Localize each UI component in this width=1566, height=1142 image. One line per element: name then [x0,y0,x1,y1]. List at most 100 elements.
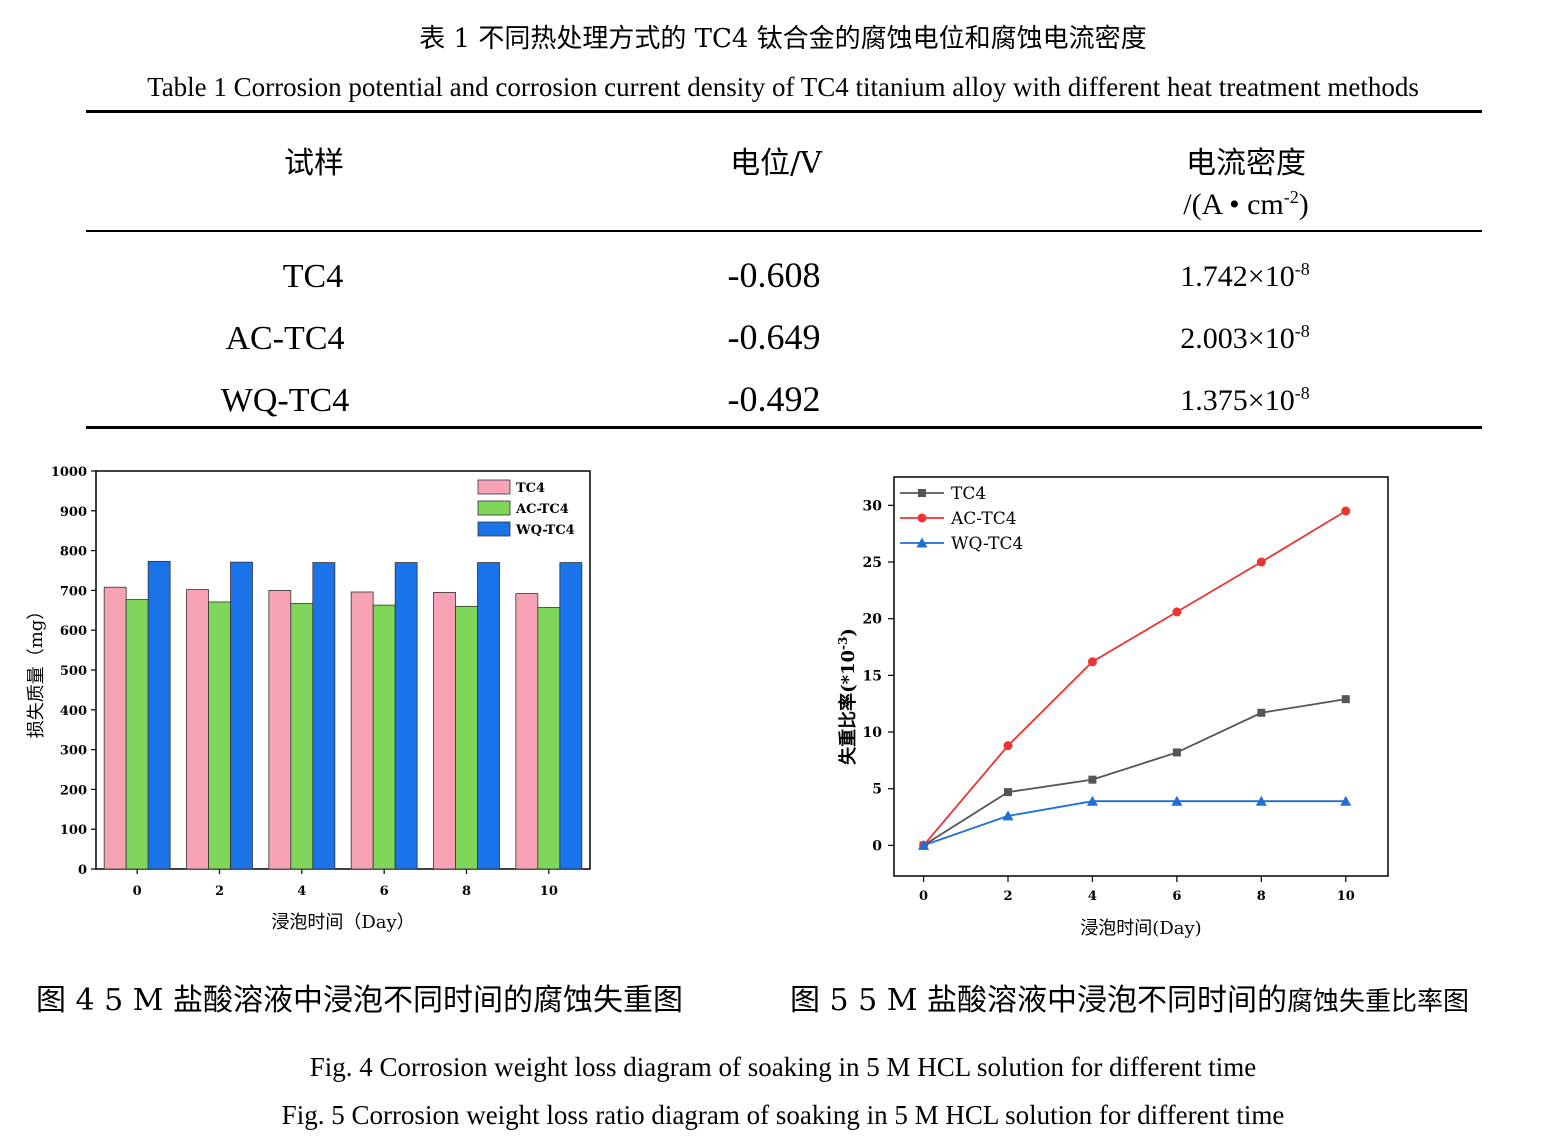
line-point-tc4-day-4 [1088,775,1097,784]
bar-ac-tc4-day-6 [372,604,396,870]
bar-ac-tc4-day-2 [208,601,231,870]
line-legend-marker-wq-tc4 [916,537,928,548]
bar-ac-tc4-day-8 [455,605,478,870]
table-top-rule [86,110,1482,113]
bar-y-tick-label: 300 [60,744,87,759]
bar-wq-tc4-day-8 [477,562,500,870]
line-legend-marker-ac-tc4 [917,513,927,523]
line-point-tc4-day-8 [1257,708,1266,717]
row-wq-tc4-current: 1.375×10-8 [1180,383,1310,417]
figure5-caption-cn: 图 5 5 M 盐酸溶液中浸泡不同时间的腐蚀失重比率图 [790,983,1470,1018]
header-sample: 试样 [284,146,344,181]
line-y-tick-label: 5 [872,782,882,798]
row-ac-tc4-potential: -0.649 [727,317,821,357]
bar-y-tick-label: 700 [60,584,87,599]
bar-y-tick-label: 0 [78,863,87,878]
line-point-ac-tc4-day-4 [1087,657,1097,667]
bar-wq-tc4-day-4 [312,562,336,870]
table-caption-en: Table 1 Corrosion potential and corrosio… [147,72,1419,102]
bar-ac-tc4-day-0 [125,599,149,870]
bar-ac-tc4-day-10 [537,607,561,870]
line-point-wq-tc4-day-10 [1340,795,1352,806]
line-y-tick-label: 15 [863,668,882,684]
line-x-tick-label: 2 [1003,889,1012,904]
row-tc4-current: 1.742×10-8 [1180,259,1310,293]
bar-legend-swatch-tc4 [477,479,511,495]
line-point-tc4-day-6 [1172,748,1181,757]
header-current: 电流密度 [1186,146,1306,181]
weight-loss-bar-chart: 0 100 200 300 400 500 600 700 800 900 1000 0 2 4 6 8 10 T… [26,465,591,933]
bar-y-tick-label: 600 [60,624,87,639]
bar-x-tick-label: 8 [462,884,471,899]
line-point-ac-tc4-day-6 [1172,607,1182,617]
line-legend-label-tc4: TC4 [951,484,986,504]
line-plot-frame [893,476,1389,877]
bar-tc4-day-6 [350,591,374,870]
line-point-ac-tc4-day-8 [1256,557,1266,567]
line-y-tick-label: 20 [863,612,883,628]
header-potential: 电位/V [730,146,822,181]
row-wq-tc4-potential: -0.492 [727,379,821,419]
line-point-wq-tc4-day-0 [918,839,930,850]
bar-tc4-day-2 [186,589,209,870]
line-legend-label-ac-tc4: AC-TC4 [950,509,1017,529]
line-series-ac-tc4 [922,510,1347,846]
bar-x-tick-label: 2 [215,884,224,899]
bar-wq-tc4-day-0 [147,560,171,870]
bar-x-tick-label: 4 [297,884,306,899]
weight-loss-ratio-line-chart: 0 5 10 15 20 25 30 0 2 4 6 8 10 TC4 AC-TC4 WQ-TC4 浸泡时间(D… [836,476,1389,939]
bar-y-tick-label: 900 [60,505,87,520]
bar-ac-tc4-day-4 [290,603,314,870]
line-series-wq-tc4 [923,800,1346,847]
line-point-wq-tc4-day-2 [1002,810,1014,821]
line-series-tc4 [923,698,1346,847]
bar-legend-label-tc4: TC4 [516,481,545,496]
line-x-tick-label: 4 [1088,889,1097,904]
figure4-caption-cn: 图 4 5 M 盐酸溶液中浸泡不同时间的腐蚀失重图 [36,983,684,1018]
row-ac-tc4-current: 2.003×10-8 [1180,321,1310,355]
figure5-caption-en: Fig. 5 Corrosion weight loss ratio diagr… [281,1100,1285,1130]
bar-y-tick-label: 400 [60,704,87,719]
line-point-ac-tc4-day-2 [1003,741,1013,751]
line-legend-marker-tc4 [918,489,926,497]
bar-wq-tc4-day-10 [559,562,583,870]
table-caption-cn: 表 1 不同热处理方式的 TC4 钛合金的腐蚀电位和腐蚀电流密度 [419,24,1147,54]
bar-tc4-day-4 [268,589,292,870]
bar-tc4-day-0 [103,586,127,870]
table-bottom-rule [86,426,1482,429]
bar-legend-label-ac-tc4: AC-TC4 [515,502,569,517]
line-point-tc4-day-2 [1004,788,1012,797]
bar-y-tick-label: 200 [60,783,87,798]
bar-wq-tc4-day-2 [230,561,253,870]
line-x-tick-label: 8 [1257,889,1266,904]
line-point-wq-tc4-day-4 [1086,795,1098,806]
header-current-unit: /(A • cm-2) [1183,187,1309,221]
bar-x-axis-label: 浸泡时间（Day） [271,912,414,933]
line-point-wq-tc4-day-8 [1255,795,1267,806]
line-point-ac-tc4-day-10 [1341,506,1351,516]
line-point-tc4-day-10 [1341,695,1350,704]
figure4-caption-en: Fig. 4 Corrosion weight loss diagram of … [309,1052,1257,1082]
row-wq-tc4-sample: WQ-TC4 [220,382,350,419]
line-y-tick-label: 0 [872,838,882,854]
bar-x-tick-label: 10 [540,884,558,899]
row-ac-tc4-sample: AC-TC4 [225,320,345,357]
row-tc4-potential: -0.608 [727,255,821,295]
bar-tc4-day-10 [515,593,539,870]
line-x-tick-label: 6 [1172,889,1181,904]
line-x-tick-label: 10 [1337,889,1355,904]
line-x-axis-label: 浸泡时间(Day) [1080,918,1201,939]
row-tc4-sample: TC4 [282,258,344,295]
bar-y-tick-label: 100 [60,823,87,838]
line-y-tick-label: 25 [863,555,882,571]
bar-x-tick-label: 0 [133,884,142,899]
bar-y-tick-label: 500 [60,664,87,679]
line-legend-label-wq-tc4: WQ-TC4 [951,534,1023,554]
line-y-tick-label: 10 [863,725,883,741]
bar-x-tick-label: 6 [380,884,389,899]
bar-wq-tc4-day-6 [394,562,418,870]
bar-y-tick-label: 800 [60,545,87,560]
bar-tc4-day-8 [433,591,456,870]
bar-y-tick-label: 1000 [51,465,87,480]
line-x-tick-label: 0 [919,889,928,904]
